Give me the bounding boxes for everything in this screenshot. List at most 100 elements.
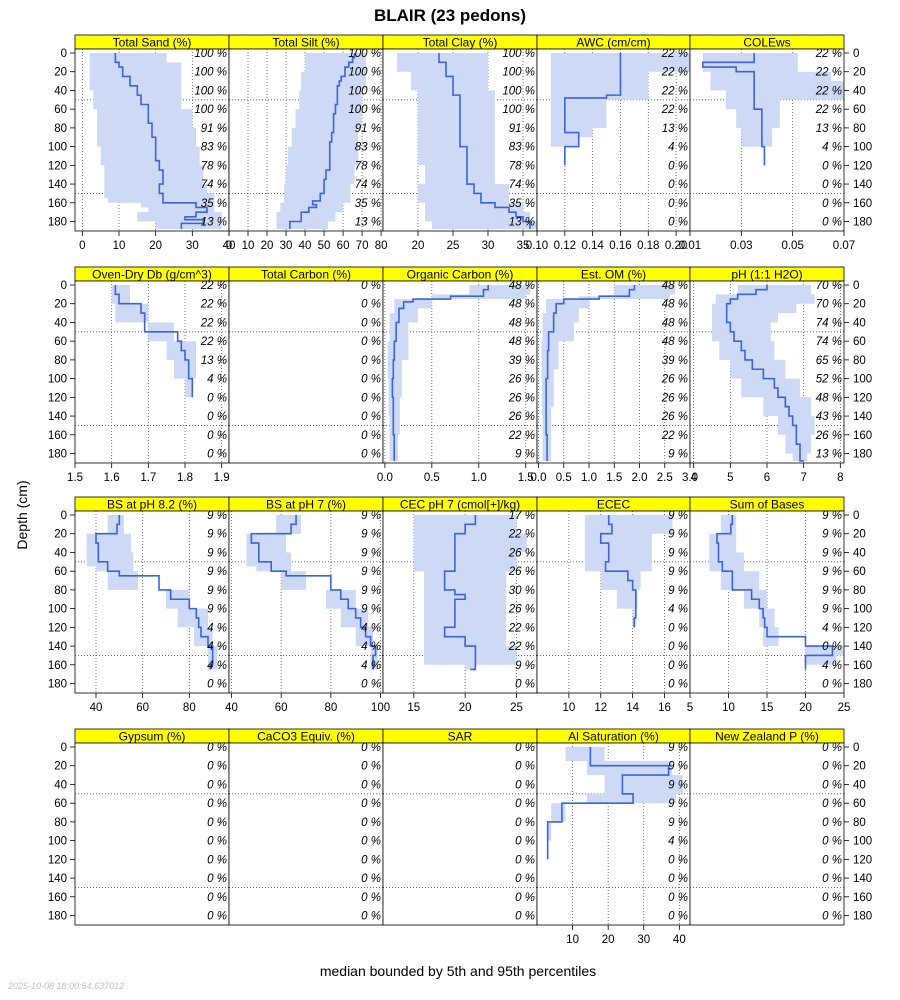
panel-strip-label: Gypsum (%): [119, 730, 186, 744]
panel-strip-label: Al Saturation (%): [568, 730, 659, 744]
percent-label: 0 %: [207, 836, 227, 848]
panel-grid: Total Sand (%)100 %100 %100 %100 %91 %83…: [48, 34, 872, 946]
median-line: [95, 515, 214, 670]
percent-label: 0 %: [668, 892, 688, 904]
percent-label: 9 %: [668, 529, 688, 541]
x-tick-label: 60: [337, 240, 350, 252]
percentile-band: [86, 515, 218, 670]
y-tick-label: 20: [853, 299, 866, 311]
median-line: [725, 285, 804, 462]
y-tick-label: 0: [853, 742, 859, 754]
x-tick-label: 80: [324, 702, 337, 714]
x-tick-label: 20: [261, 240, 274, 252]
x-tick-label: 15: [407, 702, 420, 714]
y-tick-label: 140: [48, 873, 67, 885]
x-tick-label: 5: [727, 472, 733, 484]
percent-label: 0 %: [515, 854, 535, 866]
y-tick-label: 140: [853, 873, 872, 885]
y-tick-label: 120: [48, 160, 67, 172]
y-tick-label: 140: [48, 179, 67, 191]
y-tick-label: 180: [853, 449, 872, 461]
x-tick-label: 10: [113, 240, 126, 252]
x-tick-label: 0.18: [637, 240, 659, 252]
y-tick-label: 20: [54, 761, 67, 773]
x-tick-label: 0.14: [581, 240, 604, 252]
x-tick-label: 0: [226, 240, 232, 252]
percent-label: 74 %: [509, 179, 535, 191]
x-tick-label: 1.5: [67, 472, 83, 484]
percentile-band: [111, 285, 196, 398]
panel-percent-labels: 70 % 70 % 74 % 74 % 65 % 52 % 48 % 43 % 26 % 13 %: [815, 280, 842, 461]
panel-cec-ph-7-cmol-kg: CEC pH 7 (cmol[+]/kg)17 % 22 % 26 % 26 % 30 …: [382, 496, 538, 714]
percent-label: 0 %: [361, 299, 381, 311]
x-axis-ticks: 0.01 0.03 0.05 0.07: [679, 231, 855, 252]
percent-label: 0 %: [515, 892, 535, 904]
percent-label: 100 %: [348, 104, 381, 116]
percent-label: 22 %: [661, 104, 688, 116]
panel-total-sand: Total Sand (%)100 %100 %100 %100 %91 %83…: [48, 34, 235, 252]
panel-organic-carbon: Organic Carbon (%)48 %48 %48 %48 %39 %26…: [377, 266, 538, 484]
panel-percent-labels: 48 % 48 % 48 % 48 % 39 % 26 % 26 % 26 % 22 % 9 %: [661, 280, 688, 461]
percent-label: 35 %: [355, 198, 381, 210]
y-tick-label: 100: [853, 374, 872, 386]
panel-percent-labels: 0 % 0 % 0 % 0 % 0 % 0 % 0 % 0 % 0 % 0 %: [361, 280, 381, 461]
percent-label: 0 %: [822, 892, 842, 904]
median-line: [289, 53, 356, 229]
x-tick-label: 30: [186, 240, 199, 252]
y-tick-label: 160: [48, 198, 67, 210]
percent-label: 48 %: [662, 336, 688, 348]
y-tick-label: 160: [853, 430, 872, 442]
x-tick-label: 2.5: [657, 472, 673, 484]
percent-label: 9 %: [515, 660, 535, 672]
x-tick-label: 0.0: [377, 472, 393, 484]
y-tick-label: 40: [54, 779, 67, 791]
percent-label: 0 %: [361, 854, 381, 866]
panel-plot-area: [690, 743, 844, 925]
x-tick-label: 15: [761, 702, 774, 714]
percent-label: 9 %: [361, 547, 381, 559]
panel-percent-labels: 0 % 0 % 0 % 0 % 0 % 0 % 0 % 0 % 0 % 0 %: [361, 742, 381, 923]
y-tick-label: 120: [853, 622, 872, 634]
x-tick-label: 16: [658, 702, 671, 714]
percent-label: 74 %: [816, 317, 842, 329]
y-tick-label: 180: [853, 217, 872, 229]
percent-label: 9 %: [515, 449, 535, 461]
median-line: [702, 53, 766, 166]
percent-label: 100 %: [348, 48, 381, 60]
x-tick-label: 1.8: [177, 472, 193, 484]
panel-total-clay: Total Clay (%) 100 % 100 % 100 % 100 % 91 % 83…: [382, 34, 538, 252]
panel-plot-area: [229, 743, 383, 925]
y-tick-label: 100: [853, 604, 872, 616]
y-tick-label: 0: [61, 48, 67, 60]
x-tick-label: 40: [299, 240, 312, 252]
x-tick-label: 0.5: [556, 472, 572, 484]
percent-label: 9 %: [361, 510, 381, 522]
panel-total-silt: Total Silt (%) 100 % 100 % 100 % 100 % 91 % 83…: [226, 34, 388, 252]
x-tick-label: 60: [275, 702, 288, 714]
percent-label: 35 %: [509, 198, 535, 210]
percent-label: 0 %: [822, 198, 842, 210]
x-axis-ticks: 0.10 0.12 0.14 0.16 0.18 0.20: [526, 231, 687, 252]
percent-label: 0 %: [668, 911, 688, 923]
percent-label: 9 %: [207, 547, 227, 559]
y-tick-label: 100: [48, 374, 67, 386]
percent-label: 9 %: [207, 566, 227, 578]
percent-label: 13 %: [509, 217, 535, 229]
percent-label: 4 %: [668, 836, 688, 848]
percent-label: 83 %: [509, 142, 535, 154]
x-tick-label: 1.9: [214, 472, 230, 484]
x-tick-label: 80: [375, 240, 388, 252]
percent-label: 91 %: [201, 123, 227, 135]
percent-label: 4 %: [668, 604, 688, 616]
x-axis-ticks: 15 20 25: [407, 693, 523, 714]
y-tick-label: 40: [853, 779, 866, 791]
x-tick-label: 20: [149, 240, 162, 252]
percent-label: 9 %: [207, 529, 227, 541]
percent-label: 0 %: [668, 217, 688, 229]
x-axis-ticks: 10 12 14 16: [562, 693, 671, 714]
percent-label: 9 %: [822, 529, 842, 541]
y-tick-label: 60: [853, 566, 866, 578]
percent-label: 35 %: [201, 198, 227, 210]
panel-ecec: ECEC 9 % 9 % 9 % 9 % 9 % 4 % 0 % 0 % 0 % 0 % 10 12 14…: [536, 496, 691, 714]
percent-label: 22 %: [815, 85, 842, 97]
